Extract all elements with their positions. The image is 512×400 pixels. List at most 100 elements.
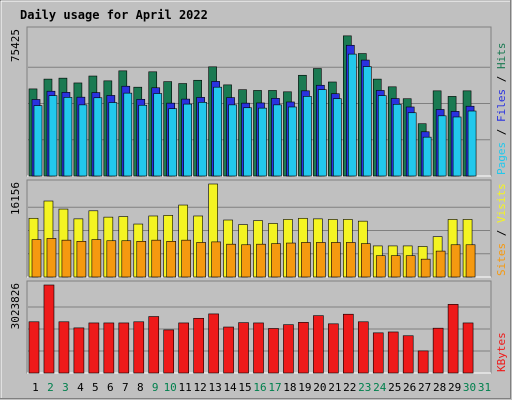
x-tick-6: 6 (107, 381, 114, 394)
bar-kbytes-24 (372, 332, 384, 374)
bar-kbytes-22 (343, 313, 354, 374)
bar-kbytes-17 (268, 328, 279, 374)
bar-pages-12 (198, 102, 207, 177)
legend-separator: / (495, 223, 508, 243)
bar-sites-22 (346, 242, 356, 278)
bar-sites-28 (435, 250, 446, 278)
bar-kbytes-13 (208, 313, 219, 374)
bar-pages-7 (123, 92, 133, 177)
bar-sites-13 (211, 241, 221, 278)
x-tick-24: 24 (373, 381, 387, 394)
bar-sites-16 (256, 243, 266, 278)
bar-sites-23 (360, 243, 371, 278)
x-tick-18: 18 (283, 381, 296, 394)
bar-pages-26 (407, 112, 417, 177)
x-tick-13: 13 (208, 381, 221, 394)
bar-kbytes-16 (253, 322, 264, 374)
bar-sites-7 (121, 240, 132, 278)
x-tick-30: 30 (463, 381, 476, 394)
legend-bottom: KBytes (495, 332, 508, 372)
bar-sites-26 (405, 255, 416, 278)
legend-entry-hits: Hits (495, 43, 508, 70)
bar-pages-10 (168, 108, 178, 177)
bar-sites-12 (196, 242, 206, 278)
x-tick-9: 9 (152, 381, 159, 394)
bar-kbytes-30 (462, 322, 474, 374)
chart-title: Daily usage for April 2022 (20, 8, 208, 22)
x-tick-2: 2 (47, 381, 54, 394)
x-tick-31: 31 (478, 381, 491, 394)
bar-sites-17 (271, 243, 281, 278)
bar-sites-2 (46, 238, 57, 278)
bar-sites-4 (76, 241, 87, 278)
bar-kbytes-15 (238, 322, 249, 374)
bar-pages-22 (348, 53, 357, 177)
bar-kbytes-11 (178, 322, 189, 374)
bar-sites-25 (390, 255, 401, 278)
bar-pages-3 (63, 97, 73, 177)
bar-pages-14 (228, 104, 237, 177)
bar-sites-19 (301, 242, 311, 278)
bar-pages-20 (318, 89, 327, 177)
y-max-label-bottom: 3023826 (9, 283, 22, 329)
bar-sites-10 (166, 241, 177, 278)
bar-kbytes-27 (417, 350, 429, 374)
bar-sites-14 (226, 243, 236, 278)
x-axis-ticks: 1 2 3 4 5 6 7 8 9 10 11 12 13 14 15 16 17 18 19 20 21 22 23 24 2… (32, 381, 491, 394)
x-tick-26: 26 (403, 381, 416, 394)
bar-pages-27 (422, 136, 432, 177)
bar-sites-5 (91, 239, 102, 278)
x-tick-1: 1 (32, 381, 39, 394)
x-tick-29: 29 (448, 381, 461, 394)
x-tick-22: 22 (343, 381, 356, 394)
bar-pages-16 (258, 107, 267, 177)
panel-bottom: 3023826 KBytes (9, 280, 508, 374)
bar-kbytes-8 (133, 321, 145, 374)
bar-pages-23 (362, 66, 372, 177)
legend-entry-visits: Visits (495, 183, 508, 223)
bar-kbytes-5 (88, 322, 100, 374)
legend-top: Pages / Files / Hits (495, 43, 508, 176)
bar-sites-24 (375, 255, 386, 278)
bar-sites-1 (31, 239, 42, 278)
x-tick-23: 23 (358, 381, 371, 394)
bar-pages-29 (452, 116, 462, 177)
bar-kbytes-12 (193, 317, 204, 374)
bar-pages-13 (213, 86, 222, 177)
bar-pages-2 (48, 95, 58, 177)
x-tick-16: 16 (253, 381, 266, 394)
bar-kbytes-20 (313, 315, 324, 374)
bar-kbytes-3 (58, 321, 70, 374)
bar-sites-21 (331, 242, 341, 278)
x-tick-8: 8 (137, 381, 144, 394)
bar-kbytes-29 (447, 304, 459, 374)
bar-pages-6 (108, 102, 118, 177)
x-tick-14: 14 (223, 381, 237, 394)
bar-kbytes-7 (118, 322, 130, 374)
y-max-label-middle: 16156 (9, 182, 22, 215)
bar-sites-15 (241, 244, 251, 278)
bar-pages-18 (288, 106, 297, 177)
bar-kbytes-26 (402, 335, 414, 374)
chart-panels: 75425 Pages / Files / Hits 16156 Sites / Vi… (9, 26, 508, 374)
bar-sites-9 (151, 239, 162, 278)
x-tick-28: 28 (433, 381, 446, 394)
x-tick-7: 7 (122, 381, 129, 394)
bar-pages-5 (93, 97, 103, 177)
legend-entry-sites: Sites (495, 243, 508, 276)
legend-separator: / (495, 69, 508, 89)
bar-sites-18 (286, 242, 296, 278)
bar-kbytes-9 (148, 316, 160, 374)
x-tick-5: 5 (92, 381, 99, 394)
x-tick-17: 17 (268, 381, 281, 394)
bar-pages-4 (78, 104, 88, 177)
legend-entry-pages: Pages (495, 142, 508, 175)
x-tick-11: 11 (179, 381, 192, 394)
legend-entry-files: Files (495, 89, 508, 122)
bar-pages-1 (33, 105, 43, 177)
x-tick-19: 19 (298, 381, 311, 394)
bar-pages-24 (377, 95, 387, 177)
bar-kbytes-18 (283, 324, 294, 374)
bar-kbytes-21 (328, 323, 339, 374)
